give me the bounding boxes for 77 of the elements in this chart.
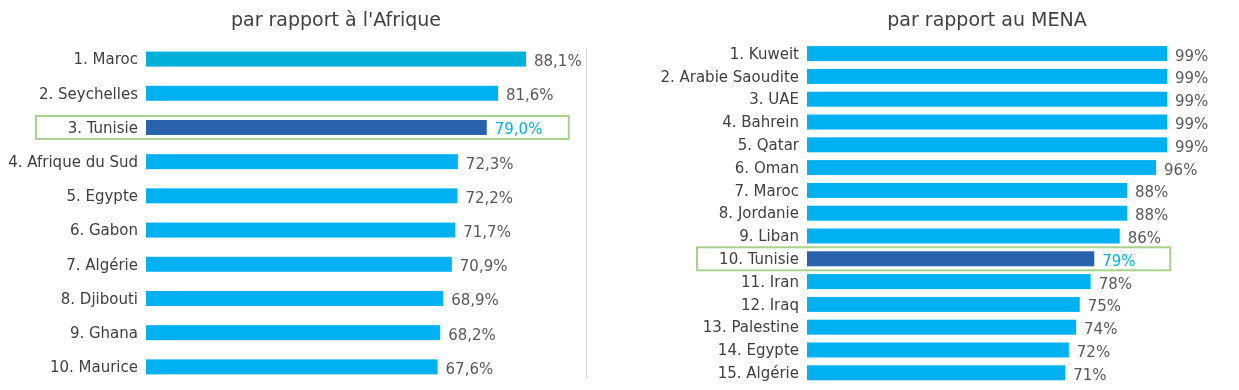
y-tick-label: 4. Bahrein	[722, 113, 799, 132]
bar	[807, 296, 1080, 312]
bar	[807, 160, 1157, 176]
data-label: 86%	[1127, 229, 1162, 247]
y-tick-label: 2. Arabie Saoudite	[660, 67, 799, 86]
y-tick-label: 5. Egypte	[66, 187, 138, 206]
bar	[146, 85, 498, 101]
bar	[146, 51, 526, 67]
data-label: 99%	[1175, 92, 1209, 111]
y-tick-label: 10. Tunisie	[719, 249, 799, 268]
data-label: 75%	[1087, 297, 1122, 316]
data-label: 72,3%	[465, 154, 514, 173]
y-tick-label: 12. Iraq	[741, 295, 799, 314]
bar	[807, 274, 1091, 290]
y-tick-label: 7. Algérie	[66, 255, 138, 274]
bar	[146, 359, 438, 375]
y-tick-label: 3. Tunisie	[67, 118, 138, 137]
y-tick-label: 9. Ghana	[69, 324, 138, 343]
y-tick-label: 7. Maroc	[734, 181, 799, 200]
y-tick-label: 6. Gabon	[69, 221, 138, 240]
bar	[807, 365, 1066, 381]
bar	[146, 188, 458, 204]
data-label: 99%	[1175, 137, 1209, 156]
bar	[807, 91, 1167, 107]
data-label: 99%	[1175, 69, 1209, 88]
data-label: 71%	[1073, 365, 1107, 384]
data-label: 79%	[1102, 251, 1136, 270]
data-label: 99%	[1175, 115, 1209, 133]
y-tick-label: 8. Djibouti	[60, 289, 138, 308]
data-label: 74%	[1084, 320, 1118, 339]
data-label: 88%	[1135, 206, 1169, 225]
bar	[807, 114, 1167, 130]
y-tick-label: 4. Afrique du Sud	[8, 153, 138, 172]
bar	[807, 205, 1127, 221]
data-label: 72,2%	[465, 188, 514, 207]
data-label: 72%	[1076, 343, 1111, 361]
chart-title: par rapport à l'Afrique	[229, 8, 443, 30]
bar	[146, 154, 458, 170]
bar	[807, 319, 1077, 335]
y-tick-label: 9. Liban	[739, 227, 799, 246]
bar	[146, 119, 487, 135]
data-label: 88,1%	[534, 52, 582, 71]
data-label: 78%	[1098, 274, 1132, 293]
y-tick-label: 5. Qatar	[737, 135, 800, 154]
bar	[146, 325, 441, 341]
data-label: 88%	[1135, 183, 1169, 202]
y-tick-label: 6. Oman	[734, 158, 799, 177]
y-tick-label: 3. UAE	[749, 90, 799, 109]
bar	[146, 256, 452, 272]
y-tick-label: 13. Palestine	[702, 318, 799, 337]
bar	[146, 222, 456, 238]
bar	[807, 251, 1095, 267]
y-tick-label: 1. Kuweit	[729, 44, 800, 63]
bar	[807, 137, 1167, 153]
y-tick-label: 8. Jordanie	[718, 204, 799, 223]
bar	[807, 68, 1167, 84]
bar	[146, 290, 444, 306]
bar	[807, 342, 1069, 358]
data-label: 99%	[1175, 46, 1209, 65]
data-label: 81,6%	[505, 86, 554, 105]
y-tick-label: 10. Maurice	[49, 358, 138, 377]
data-label: 79,0%	[494, 120, 543, 139]
y-tick-label: 1. Maroc	[73, 50, 138, 69]
chart-title: par rapport au MENA	[886, 8, 1088, 30]
bar	[807, 182, 1127, 198]
data-label: 67,6%	[445, 359, 494, 378]
bar	[807, 46, 1167, 62]
data-label: 68,2%	[448, 325, 496, 344]
bar	[807, 228, 1120, 244]
data-label: 68,9%	[451, 291, 499, 310]
y-tick-label: 15. Algérie	[717, 363, 799, 382]
data-label: 71,7%	[463, 223, 511, 242]
y-tick-label: 11. Iran	[741, 272, 799, 291]
y-tick-label: 14. Egypte	[717, 341, 799, 360]
y-tick-label: 2. Seychelles	[38, 84, 139, 103]
data-label: 70,9%	[459, 257, 508, 276]
data-label: 96%	[1164, 160, 1198, 179]
